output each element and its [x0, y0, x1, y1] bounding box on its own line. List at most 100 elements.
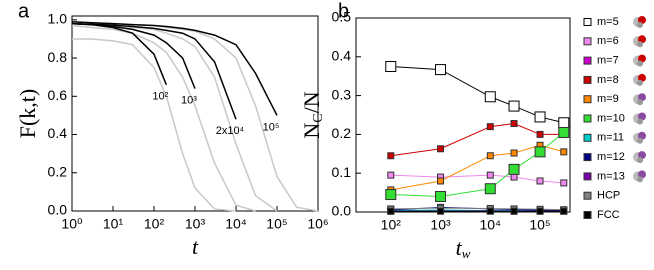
legend-marker — [583, 133, 592, 142]
x-tick-label: 10⁵ — [266, 216, 287, 232]
marker — [560, 207, 568, 215]
marker — [484, 91, 496, 103]
legend-label: m=5 — [597, 16, 619, 28]
y-axis-label-tail: /N — [299, 91, 324, 113]
marker — [486, 207, 494, 215]
legend-label: m=11 — [597, 132, 624, 144]
marker — [534, 111, 546, 123]
series-line — [71, 22, 168, 86]
legend-marker — [583, 172, 592, 181]
legend-label: m=12 — [597, 151, 625, 163]
legend-marker — [583, 211, 592, 219]
y-tick-label: 0.4 — [48, 125, 68, 141]
legend-marker — [583, 95, 592, 104]
legend-label: m=13 — [597, 170, 625, 182]
marker — [385, 61, 397, 72]
y-tick-label: 0.2 — [48, 163, 68, 179]
marker — [558, 126, 570, 138]
y-axis-label-sub: C — [311, 113, 326, 122]
legend-icon — [637, 99, 643, 106]
curve-annotation: 2x10⁴ — [216, 125, 245, 137]
legend-marker — [583, 191, 592, 200]
series-line — [71, 20, 278, 116]
marker — [560, 179, 568, 187]
series-line — [390, 174, 564, 184]
legend-icon — [637, 22, 643, 28]
marker — [435, 190, 447, 202]
marker — [534, 146, 546, 158]
marker — [484, 183, 496, 195]
legend-icon — [637, 79, 643, 86]
marker — [486, 152, 494, 160]
y-tick-label: 0.2 — [332, 125, 352, 141]
marker — [486, 171, 494, 179]
x-axis-label-sub: w — [462, 246, 471, 261]
series-line — [72, 38, 237, 212]
y-tick-label: 0.0 — [48, 202, 68, 218]
series-line — [71, 22, 237, 120]
x-tick-label: 10⁴ — [225, 216, 247, 232]
legend-label: m=6 — [597, 35, 619, 47]
legend-marker — [583, 114, 592, 123]
marker — [486, 123, 494, 131]
legend-label: HCP — [597, 190, 620, 202]
legend-label: m=10 — [597, 112, 625, 124]
y-tick-label: 0.3 — [332, 86, 352, 102]
legend-icon — [637, 60, 643, 67]
legend-icon — [637, 176, 643, 183]
marker — [510, 149, 518, 157]
marker — [437, 207, 445, 215]
x-tick-label: 10² — [381, 217, 402, 233]
legend-marker — [583, 56, 592, 65]
legend-label: FCC — [597, 209, 620, 221]
marker — [508, 163, 520, 175]
y-tick-label: 1.0 — [48, 11, 68, 27]
legend-icon — [637, 41, 643, 48]
y-tick-label: 0.5 — [332, 9, 352, 25]
axes-frame — [355, 17, 571, 213]
x-tick-label: 10⁵ — [529, 217, 550, 233]
marker — [510, 173, 518, 181]
curve-annotation: 10³ — [181, 95, 197, 107]
curve-annotation: 10⁵ — [263, 121, 280, 133]
y-tick-label: 0.8 — [48, 49, 68, 65]
curve-annotation: 10² — [152, 91, 168, 103]
marker — [387, 207, 395, 215]
x-tick-label: 10⁴ — [479, 217, 501, 233]
series-line — [71, 22, 278, 212]
series-line — [71, 24, 256, 212]
legend-label: m=8 — [597, 74, 619, 86]
series-line — [390, 207, 564, 211]
x-axis-label-main: t — [456, 235, 463, 260]
y-tick-label: 0.0 — [332, 203, 352, 219]
marker — [437, 177, 445, 185]
y-axis-label-main: N — [299, 123, 324, 139]
panel-label: a — [18, 0, 30, 22]
y-axis-label: NC/N — [299, 91, 326, 138]
legend-marker — [583, 37, 592, 46]
marker — [508, 100, 520, 112]
marker — [558, 117, 570, 129]
x-axis-label-main: t — [192, 234, 199, 259]
y-axis-label-main: F(k,t) — [15, 89, 40, 139]
legend-label: m=7 — [597, 55, 619, 67]
marker — [435, 64, 447, 76]
legend-marker — [583, 18, 592, 26]
y-tick-label: 0.1 — [332, 164, 352, 180]
legend-icon — [637, 137, 643, 144]
legend-marker — [583, 75, 592, 84]
marker — [437, 145, 445, 153]
x-tick-label: 10³ — [185, 216, 206, 232]
marker — [536, 177, 544, 185]
x-tick-label: 10¹ — [103, 216, 124, 232]
marker — [510, 120, 518, 128]
legend-marker — [583, 153, 592, 162]
x-tick-label: 10² — [144, 216, 165, 232]
x-tick-label: 10³ — [430, 217, 451, 233]
marker — [560, 148, 568, 156]
marker — [510, 207, 518, 215]
series-line — [71, 20, 319, 212]
marker — [387, 152, 395, 160]
x-tick-label: 10⁰ — [61, 216, 83, 232]
